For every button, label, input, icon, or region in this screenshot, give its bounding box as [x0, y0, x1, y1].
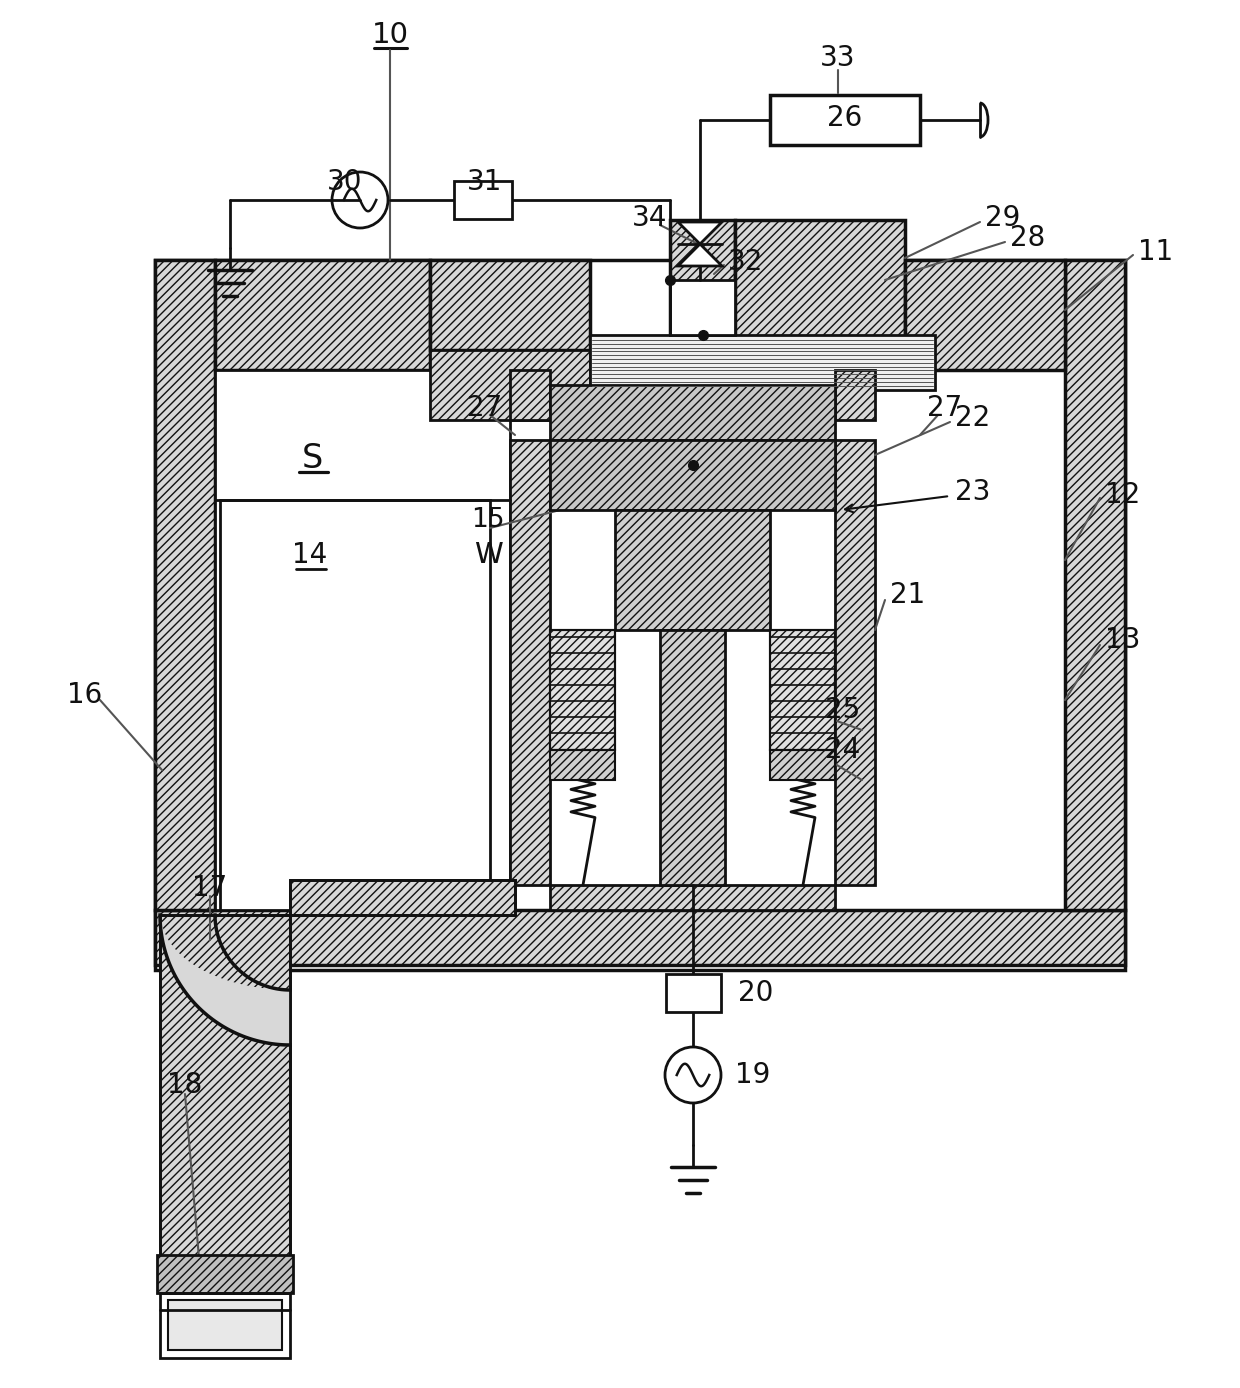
- Text: 33: 33: [820, 44, 856, 72]
- Bar: [155, 260, 215, 911]
- Bar: [551, 886, 835, 911]
- Bar: [670, 280, 735, 335]
- Text: 28: 28: [1011, 223, 1045, 253]
- Text: W: W: [474, 541, 502, 569]
- Text: 20: 20: [738, 979, 774, 1008]
- Bar: [1065, 260, 1125, 911]
- Bar: [215, 371, 510, 911]
- Bar: [454, 180, 512, 219]
- Text: 23: 23: [955, 477, 991, 507]
- Text: 16: 16: [67, 682, 103, 709]
- Text: 27: 27: [467, 394, 502, 422]
- Bar: [770, 630, 835, 750]
- Bar: [155, 911, 1125, 965]
- Bar: [905, 260, 1065, 371]
- Bar: [510, 440, 551, 886]
- Polygon shape: [678, 244, 722, 266]
- Text: 10: 10: [372, 21, 408, 49]
- Bar: [551, 630, 615, 750]
- Bar: [615, 509, 770, 630]
- Bar: [157, 1255, 293, 1294]
- Text: 21: 21: [890, 582, 925, 609]
- Bar: [290, 880, 515, 915]
- Bar: [835, 440, 875, 886]
- Bar: [666, 974, 720, 1012]
- Bar: [160, 1294, 290, 1357]
- Bar: [219, 500, 490, 911]
- Text: 14: 14: [293, 541, 327, 569]
- Text: 34: 34: [632, 204, 667, 232]
- Text: 19: 19: [735, 1060, 770, 1090]
- Bar: [290, 880, 515, 915]
- Bar: [551, 630, 615, 750]
- Bar: [155, 260, 1125, 970]
- Bar: [670, 221, 735, 365]
- Bar: [510, 371, 551, 421]
- Text: 27: 27: [928, 394, 962, 422]
- Bar: [215, 260, 430, 371]
- Text: 26: 26: [827, 104, 863, 132]
- Text: 17: 17: [192, 874, 228, 902]
- Bar: [160, 915, 290, 1280]
- Bar: [167, 1301, 281, 1351]
- Circle shape: [332, 172, 388, 228]
- Text: 25: 25: [825, 695, 861, 725]
- Text: 22: 22: [955, 404, 991, 432]
- Text: 13: 13: [1105, 626, 1141, 654]
- Circle shape: [665, 1047, 720, 1103]
- Bar: [770, 630, 835, 750]
- Text: 11: 11: [1138, 237, 1173, 266]
- Polygon shape: [678, 222, 722, 244]
- Text: 12: 12: [1105, 482, 1141, 509]
- Bar: [835, 371, 875, 421]
- Text: 24: 24: [825, 736, 861, 763]
- Text: 31: 31: [467, 168, 502, 196]
- Bar: [551, 750, 615, 780]
- Text: 15: 15: [471, 507, 505, 533]
- Bar: [430, 350, 590, 421]
- Text: 18: 18: [167, 1072, 202, 1099]
- Text: S: S: [301, 441, 322, 475]
- Bar: [735, 221, 905, 365]
- Bar: [770, 750, 835, 780]
- Bar: [160, 915, 290, 1280]
- Bar: [430, 260, 590, 350]
- Text: 29: 29: [985, 204, 1021, 232]
- Text: 30: 30: [327, 168, 363, 196]
- Bar: [551, 440, 835, 509]
- Bar: [660, 630, 725, 886]
- Text: 32: 32: [728, 248, 764, 276]
- Bar: [590, 335, 935, 390]
- Bar: [770, 94, 920, 144]
- Bar: [551, 384, 835, 440]
